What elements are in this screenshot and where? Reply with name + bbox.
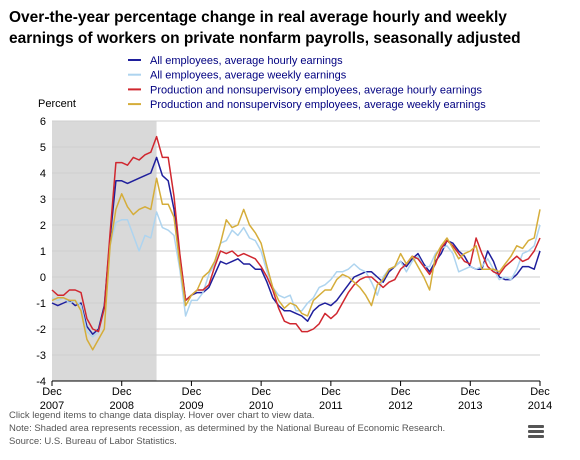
x-tick-year-label: 2008 <box>109 400 133 412</box>
y-tick-label: 5 <box>40 142 46 154</box>
y-tick-label: 1 <box>40 246 46 258</box>
x-tick-label: Dec <box>112 386 132 398</box>
legend-label[interactable]: Production and nonsupervisory employees,… <box>150 84 483 96</box>
y-tick-label: 0 <box>40 272 46 284</box>
x-tick-year-label: 2012 <box>388 400 412 412</box>
grid-lines <box>52 120 540 382</box>
footnote-recession: Note: Shaded area represents recession, … <box>9 423 446 434</box>
x-tick-year-label: 2013 <box>458 400 482 412</box>
hamburger-menu-icon[interactable] <box>528 425 544 439</box>
series-line-1 <box>51 156 541 335</box>
legend-item-2[interactable]: All employees, average weekly earnings <box>128 70 347 82</box>
x-tick-year-label: 2007 <box>40 400 64 412</box>
legend[interactable]: All employees, average hourly earnings Al… <box>128 55 486 111</box>
menu-bar <box>528 425 544 428</box>
legend-item-1[interactable]: All employees, average hourly earnings <box>128 55 343 67</box>
legend-label[interactable]: Production and nonsupervisory employees,… <box>150 99 486 111</box>
x-tick-year-label: 2014 <box>528 400 552 412</box>
axes: -4 -3 -2 -1 0 1 2 3 4 5 6 Dec 2007 Dec 2008 Dec 2009 Dec 2… <box>36 116 552 412</box>
y-tick-label: 2 <box>40 220 46 232</box>
footnote-interaction: Click legend items to change data displa… <box>9 410 315 421</box>
x-tick-year-label: 2009 <box>179 400 203 412</box>
x-tick-label: Dec <box>391 386 411 398</box>
footnote-source: Source: U.S. Bureau of Labor Statistics. <box>9 436 177 447</box>
x-tick-year-label: 2010 <box>249 400 273 412</box>
x-tick-label: Dec <box>461 386 481 398</box>
series-line-4 <box>51 177 541 351</box>
x-tick-label: Dec <box>182 386 202 398</box>
y-tick-label: -4 <box>36 376 46 388</box>
series-line-3 <box>51 135 541 333</box>
legend-label[interactable]: All employees, average hourly earnings <box>150 55 343 67</box>
chart-title: Over-the-year percentage change in real … <box>9 9 521 47</box>
legend-item-4[interactable]: Production and nonsupervisory employees,… <box>128 99 486 111</box>
y-tick-label: -3 <box>36 350 46 362</box>
x-tick-label: Dec <box>530 386 550 398</box>
menu-bar <box>528 435 544 438</box>
y-tick-label: 3 <box>40 194 46 206</box>
y-tick-label: -1 <box>36 298 46 310</box>
menu-bar <box>528 430 544 433</box>
series-line-2 <box>51 211 541 338</box>
x-tick-year-label: 2011 <box>319 400 343 412</box>
x-tick-label: Dec <box>42 386 62 398</box>
legend-item-3[interactable]: Production and nonsupervisory employees,… <box>128 84 483 96</box>
y-tick-label: -2 <box>36 324 46 336</box>
y-axis-label: Percent <box>38 98 76 110</box>
series-lines <box>51 135 541 351</box>
y-tick-label: 6 <box>40 116 46 128</box>
y-tick-label: 4 <box>40 168 46 180</box>
legend-label[interactable]: All employees, average weekly earnings <box>150 70 347 82</box>
x-tick-label: Dec <box>321 386 341 398</box>
x-tick-label: Dec <box>251 386 271 398</box>
